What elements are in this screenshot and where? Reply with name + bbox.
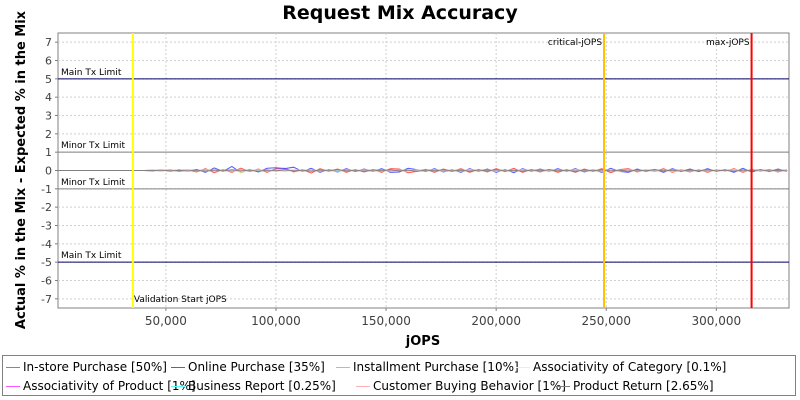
axes: 7 6 5 4 3 2 1 0 -1 -2 -3 -4 -5 -6 -7 50,000 100,000 150,0… (41, 36, 741, 328)
y-tick-label: -7 (41, 293, 52, 306)
series-layer (58, 165, 787, 174)
y-tick-label: 3 (45, 110, 52, 123)
x-tick-label: 300,000 (692, 314, 742, 328)
chart-title: Request Mix Accuracy (282, 2, 518, 24)
legend-swatch (171, 367, 185, 368)
legend-label: Online Purchase [35%] (188, 360, 325, 374)
x-tick-label: 50,000 (145, 314, 187, 328)
legend-label: Associativity of Category [0.1%] (533, 360, 727, 374)
y-tick-label: -2 (41, 201, 52, 214)
y-tick-label: 1 (45, 146, 52, 159)
legend-swatch (171, 386, 185, 387)
limit-line-label: Minor Tx Limit (61, 141, 126, 151)
x-tick-label: 150,000 (361, 314, 411, 328)
legend: In-store Purchase [50%] Online Purchase [… (2, 355, 796, 396)
limit-line-label: Main Tx Limit (61, 251, 122, 261)
y-tick-label: 5 (45, 73, 52, 86)
legend-swatch (336, 367, 350, 368)
y-tick-label: -1 (41, 183, 52, 196)
legend-label: Installment Purchase [10%] (353, 360, 519, 374)
y-tick-label: 4 (45, 91, 52, 104)
legend-swatch (356, 386, 370, 387)
y-tick-label: -3 (41, 220, 52, 233)
x-tick-label: 250,000 (581, 314, 631, 328)
vertical-marker-label: critical-jOPS (548, 38, 602, 48)
y-tick-label: 0 (45, 165, 52, 178)
y-tick-label: 2 (45, 128, 52, 141)
vertical-markers: Validation Start jOPS critical-jOPS max-jO… (131, 33, 753, 308)
limit-line-label: Minor Tx Limit (61, 178, 126, 188)
y-axis-label: Actual % in the Mix - Expected % in the … (14, 10, 29, 329)
legend-row: Associativity of Product [1%] Business Re… (3, 377, 795, 395)
x-tick-label: 200,000 (471, 314, 521, 328)
vertical-marker-label: max-jOPS (706, 38, 750, 48)
y-tick-label: 7 (45, 36, 52, 49)
legend-swatch (516, 367, 530, 368)
chart-canvas: Main Tx Limit Minor Tx Limit Minor Tx Limi… (14, 10, 790, 349)
x-tick-label: 100,000 (251, 314, 301, 328)
legend-label: Product Return [2.65%] (573, 379, 714, 393)
series-line (58, 169, 787, 172)
y-tick-label: 6 (45, 55, 52, 68)
legend-label: Customer Buying Behavior [1%] (373, 379, 566, 393)
legend-row: In-store Purchase [50%] Online Purchase [… (3, 358, 795, 376)
y-tick-label: -5 (41, 256, 52, 269)
vertical-marker-label: Validation Start jOPS (134, 295, 227, 305)
horizontal-markers: Main Tx Limit Minor Tx Limit Minor Tx Limi… (58, 68, 789, 263)
legend-label: In-store Purchase [50%] (23, 360, 167, 374)
legend-swatch (556, 386, 570, 387)
y-tick-label: -6 (41, 275, 52, 288)
limit-line-label: Main Tx Limit (61, 68, 122, 78)
legend-swatch (6, 367, 20, 368)
legend-swatch (6, 386, 20, 387)
legend-label: Business Report [0.25%] (188, 379, 336, 393)
y-tick-label: -4 (41, 238, 52, 251)
x-axis-label: jOPS (405, 334, 440, 349)
legend-label: Associativity of Product [1%] (23, 379, 196, 393)
